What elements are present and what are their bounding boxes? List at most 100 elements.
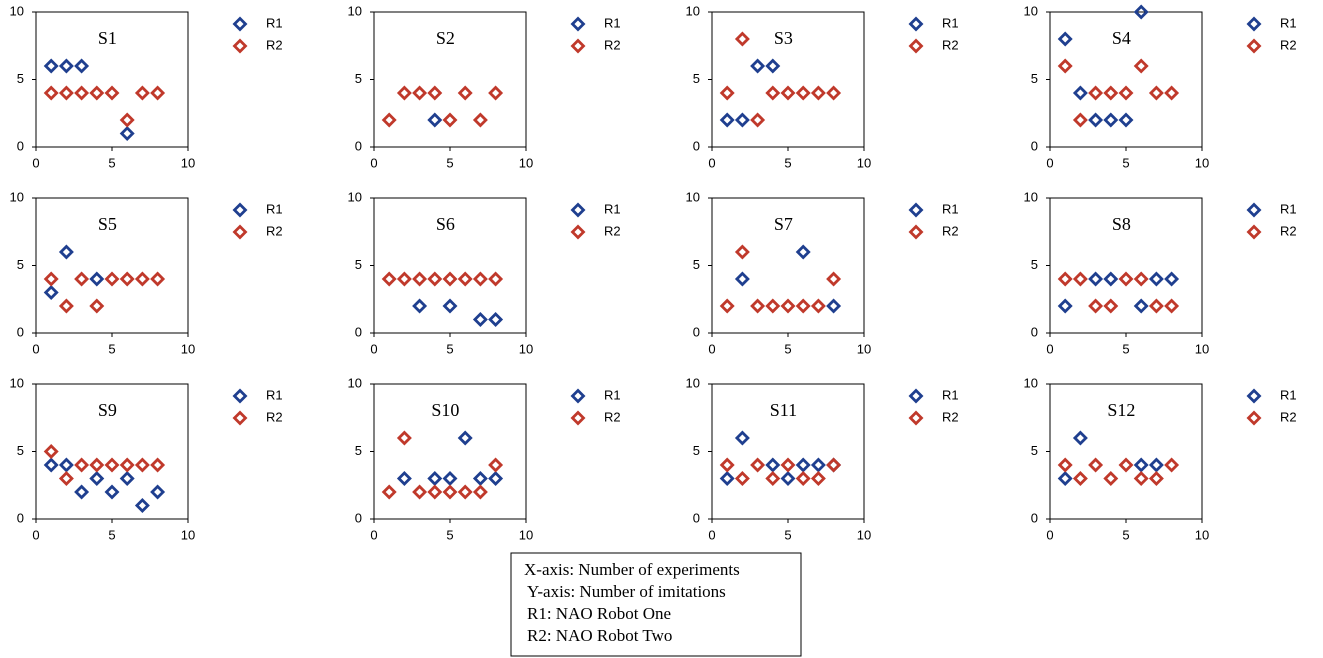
point: [427, 271, 443, 287]
point: [795, 471, 811, 486]
y-tick-label: 5: [693, 257, 700, 272]
point: [442, 471, 458, 486]
y-tick-label: 5: [1031, 443, 1038, 458]
point: [134, 498, 150, 513]
point: [58, 471, 74, 486]
x-tick-label: 5: [108, 527, 115, 542]
legend-label: R2: [942, 409, 959, 424]
legend-label: R1: [1280, 387, 1297, 402]
point: [1103, 298, 1119, 314]
x-tick-label: 5: [446, 527, 453, 542]
point: [472, 484, 488, 500]
x-tick-label: 10: [181, 527, 195, 542]
legend-label: R2: [266, 37, 283, 52]
point: [1103, 112, 1119, 128]
point: [457, 484, 473, 500]
point: [427, 85, 443, 101]
point: [1164, 298, 1180, 314]
point: [74, 85, 90, 101]
legend-marker: [1246, 202, 1262, 218]
y-tick-label: 5: [1031, 71, 1038, 86]
point: [1118, 457, 1134, 473]
legend-marker: [908, 38, 924, 54]
point: [1133, 4, 1149, 20]
point: [826, 271, 842, 287]
x-tick-label: 0: [32, 341, 39, 356]
point: [412, 484, 428, 500]
legend-label: R1: [266, 387, 283, 402]
plot-title: S5: [98, 214, 117, 234]
point: [719, 457, 735, 473]
point: [719, 112, 735, 128]
y-tick-label: 10: [686, 189, 700, 204]
point: [427, 471, 443, 486]
x-tick-label: 0: [1046, 341, 1053, 356]
point: [74, 58, 90, 74]
point: [734, 471, 750, 486]
legend-label: R2: [266, 409, 283, 424]
legend-marker: [1246, 16, 1262, 32]
legend-marker: [570, 410, 586, 426]
point: [104, 457, 120, 473]
point: [43, 271, 59, 287]
x-tick-label: 10: [519, 527, 533, 542]
point: [442, 298, 458, 314]
point: [472, 471, 488, 486]
point: [150, 484, 166, 500]
legend-label: R2: [604, 37, 621, 52]
point: [43, 444, 59, 459]
point: [381, 271, 397, 287]
legend-marker: [908, 388, 924, 404]
point: [780, 457, 796, 473]
y-tick-label: 5: [17, 257, 24, 272]
key-line: R2: NAO Robot Two: [527, 626, 672, 645]
legend-marker: [232, 202, 248, 218]
y-tick-label: 5: [693, 443, 700, 458]
x-tick-label: 10: [181, 155, 195, 170]
x-tick-label: 10: [519, 155, 533, 170]
point: [488, 312, 504, 327]
y-tick-label: 10: [686, 3, 700, 18]
point: [472, 312, 488, 327]
x-tick-label: 0: [370, 155, 377, 170]
plot-title: S6: [436, 214, 455, 234]
point: [134, 85, 150, 101]
x-tick-label: 0: [708, 341, 715, 356]
point: [488, 271, 504, 287]
point: [427, 112, 443, 128]
point: [826, 85, 842, 101]
point: [734, 244, 750, 260]
y-tick-label: 0: [17, 324, 24, 339]
point: [795, 244, 811, 260]
point: [381, 112, 397, 128]
point: [119, 471, 135, 486]
point: [119, 112, 135, 128]
point: [43, 285, 59, 300]
x-tick-label: 5: [108, 341, 115, 356]
x-tick-label: 0: [1046, 155, 1053, 170]
y-tick-label: 10: [10, 375, 24, 390]
x-tick-label: 10: [1195, 155, 1209, 170]
point: [488, 471, 504, 486]
key-line: X-axis: Number of experiments: [524, 560, 740, 579]
point: [1072, 271, 1088, 287]
y-tick-label: 0: [17, 138, 24, 153]
point: [89, 271, 105, 287]
legend-marker: [1246, 38, 1262, 54]
y-tick-label: 10: [10, 3, 24, 18]
point: [780, 471, 796, 486]
point: [89, 298, 105, 314]
plot-title: S9: [98, 400, 117, 420]
point: [810, 471, 826, 486]
point: [134, 457, 150, 473]
legend-label: R1: [604, 15, 621, 30]
point: [719, 471, 735, 486]
plot-title: S1: [98, 28, 117, 48]
point: [1057, 271, 1073, 287]
legend-label: R1: [1280, 201, 1297, 216]
point: [457, 271, 473, 287]
x-tick-label: 10: [519, 341, 533, 356]
point: [765, 457, 781, 473]
point: [795, 298, 811, 314]
point: [43, 85, 59, 101]
